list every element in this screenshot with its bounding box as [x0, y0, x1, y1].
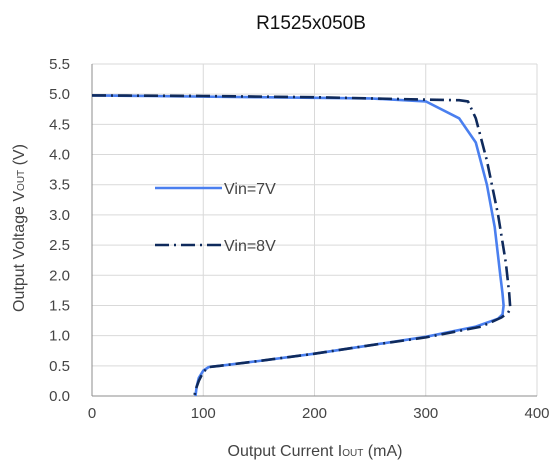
series-lines	[91, 94, 512, 397]
y-tick-label: 1.0	[49, 328, 70, 345]
x-tick-label: 300	[413, 405, 438, 422]
x-axis-label-main: Output Current I	[228, 443, 343, 460]
y-tick-label: 4.0	[49, 147, 70, 164]
x-axis-label-subscript: OUT	[342, 448, 363, 459]
y-tick-label: 0.5	[49, 358, 70, 375]
y-tick-label: 3.0	[49, 207, 70, 224]
x-axis-label: Output Current IOUT (mA)	[228, 443, 403, 460]
y-tick-label: 5.0	[49, 86, 70, 103]
y-tick-label: 5.5	[49, 56, 70, 73]
legend-label-2: Vin=8V	[224, 238, 276, 255]
grid	[92, 63, 538, 396]
y-tick-label: 3.5	[49, 177, 70, 194]
series-line-vin-8v	[91, 94, 512, 397]
legend: Vin=7V Vin=8V	[155, 181, 276, 255]
y-axis-label-subscript: OUT	[16, 170, 27, 191]
x-axis-label-unit: (mA)	[363, 443, 402, 460]
y-tick-label: 1.5	[49, 297, 70, 314]
y-tick-label: 2.5	[49, 237, 70, 254]
legend-label-1: Vin=7V	[224, 181, 276, 198]
x-tick-label: 0	[88, 405, 96, 422]
x-tick-label: 200	[302, 405, 327, 422]
y-tick-label: 0.0	[49, 388, 70, 405]
y-axis-label-main: Output Voltage V	[11, 191, 28, 312]
y-tick-label: 4.5	[49, 116, 70, 133]
y-axis-label-unit: (V)	[11, 144, 28, 170]
series-line-vin-7v	[91, 94, 505, 397]
axes	[91, 64, 537, 397]
x-tick-label: 100	[191, 405, 216, 422]
x-tick-label: 400	[524, 405, 549, 422]
y-tick-label: 2.0	[49, 267, 70, 284]
chart-title: R1525x050B	[256, 13, 366, 34]
tick-labels: 0 100 200 300 400 0.0 0.5 1.0 1.5 2.0 2.5 3.0 3.5 4.0…	[49, 56, 549, 422]
y-axis-label: Output Voltage VOUT (V)	[11, 144, 28, 312]
